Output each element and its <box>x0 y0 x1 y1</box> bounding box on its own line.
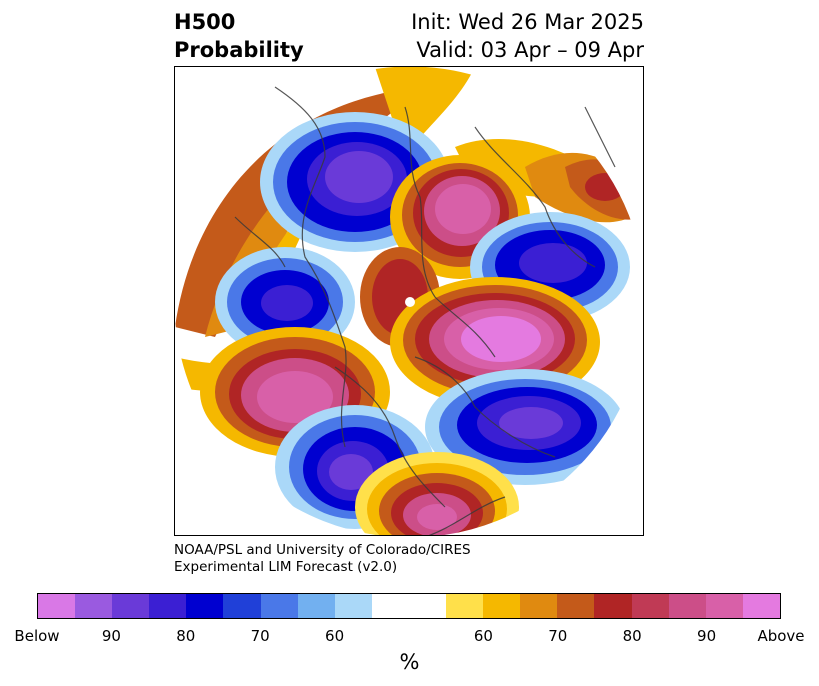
colorbar-segment <box>149 594 187 618</box>
colorbar-segment <box>334 594 372 618</box>
colorbar-segment <box>446 594 484 618</box>
colorbar-segment <box>483 594 521 618</box>
valid-period: Valid: 03 Apr – 09 Apr <box>416 38 644 62</box>
colorbar-tick-labels: Below 90 80 70 60 60 70 80 90 Above <box>0 627 819 647</box>
colorbar-segment <box>742 594 780 618</box>
colorbar-tick-label: 90 <box>101 627 121 645</box>
colorbar-segment <box>186 594 224 618</box>
colorbar-tick-label: 80 <box>176 627 196 645</box>
colorbar-tick-label: 60 <box>473 627 493 645</box>
colorbar-segment <box>75 594 113 618</box>
credit-line-1: NOAA/PSL and University of Colorado/CIRE… <box>174 542 471 558</box>
colorbar-tick-label: 80 <box>622 627 642 645</box>
colorbar-segment <box>668 594 706 618</box>
colorbar-segment <box>297 594 335 618</box>
title-variable: H500 <box>174 10 236 34</box>
title-type: Probability <box>174 38 304 62</box>
colorbar-segment <box>223 594 261 618</box>
polar-probability-map <box>174 66 644 536</box>
credit-line-2: Experimental LIM Forecast (v2.0) <box>174 559 398 575</box>
colorbar-segment <box>520 594 558 618</box>
init-date: Init: Wed 26 Mar 2025 <box>411 10 644 34</box>
colorbar-tick-label: Above <box>757 627 805 645</box>
probability-colorbar <box>37 593 781 619</box>
colorbar-segment <box>38 594 76 618</box>
colorbar-tick-label: 60 <box>325 627 345 645</box>
colorbar-tick-label: 70 <box>250 627 270 645</box>
colorbar-segment <box>408 594 447 618</box>
colorbar-segment <box>631 594 669 618</box>
colorbar-segment <box>371 594 409 618</box>
map-title: H500 Probability <box>174 8 304 64</box>
colorbar-segment <box>260 594 298 618</box>
colorbar-segment <box>705 594 743 618</box>
colorbar-segment <box>594 594 632 618</box>
colorbar-tick-label: 90 <box>697 627 717 645</box>
colorbar-segment <box>557 594 595 618</box>
colorbar-tick-label: 70 <box>548 627 568 645</box>
forecast-dates: Init: Wed 26 Mar 2025 Valid: 03 Apr – 09… <box>411 8 644 64</box>
probability-field <box>175 67 643 535</box>
colorbar-segment <box>112 594 150 618</box>
colorbar-tick-label: Below <box>14 627 60 645</box>
colorbar-unit-label: % <box>399 650 420 674</box>
data-credit: NOAA/PSL and University of Colorado/CIRE… <box>174 542 471 576</box>
